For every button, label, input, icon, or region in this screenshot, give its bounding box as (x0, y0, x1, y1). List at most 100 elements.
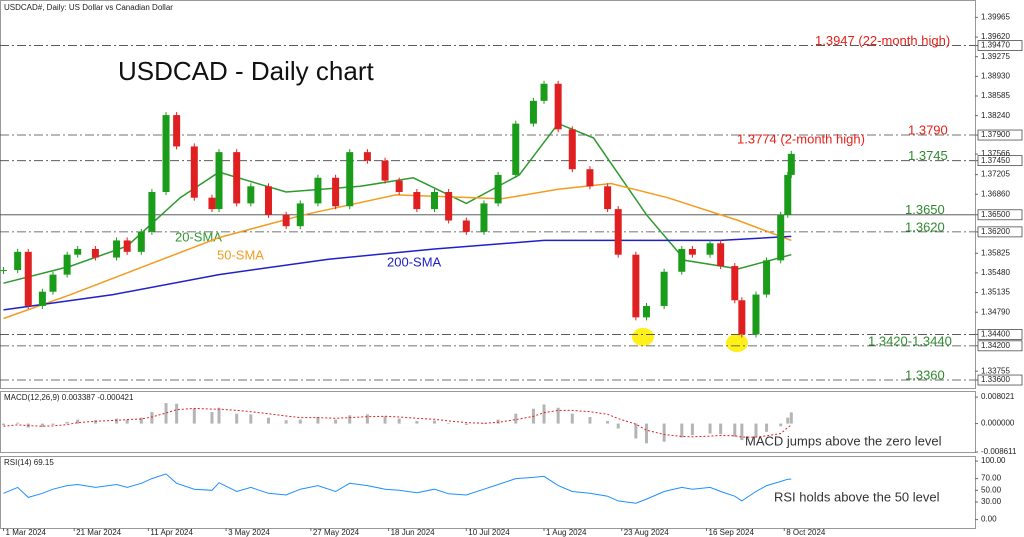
candle (717, 243, 725, 267)
level-annotation: 1.3420-1.3440 (868, 333, 952, 348)
macd-bar (680, 423, 684, 438)
macd-title: MACD(12,26,9) 0.003387 -0.000421 (4, 393, 134, 402)
macd-bar (616, 423, 620, 429)
candle (314, 177, 322, 204)
level-label-box (977, 329, 1023, 340)
macd-bar (217, 407, 221, 424)
candle (784, 174, 792, 215)
macd-bar (2, 423, 6, 426)
level-label-box (977, 340, 1023, 352)
macd-bar (316, 416, 320, 424)
macd-bar (192, 408, 196, 424)
sma-label: 50-SMA (217, 247, 264, 262)
candle (752, 294, 760, 335)
macd-bar (433, 420, 437, 424)
macd-bar (779, 423, 783, 427)
candle (586, 169, 594, 187)
macd-bar (634, 423, 638, 439)
macd-bar (115, 418, 119, 424)
candle (614, 209, 622, 255)
y-tick-label: 1.36200 (981, 227, 1010, 236)
macd-bar (397, 418, 401, 424)
candle (113, 240, 121, 258)
y-tick-label: 1.37566 (981, 149, 1010, 158)
macd-bar (365, 414, 369, 424)
level-annotation: 1.3650 (905, 202, 945, 217)
candle (604, 186, 612, 210)
candle (49, 274, 57, 292)
macd-bar (298, 419, 302, 424)
x-tick-label: 16 Sep 2024 (709, 528, 755, 537)
candle (162, 115, 170, 193)
y-tick-label: 0.008021 (981, 392, 1015, 401)
y-tick-label: 1.34200 (981, 341, 1010, 350)
macd-bar (164, 403, 168, 424)
candle (395, 180, 403, 193)
candle (777, 214, 785, 261)
candle (190, 146, 198, 198)
macd-bar (415, 420, 419, 424)
y-tick-label: 1.38585 (981, 91, 1010, 100)
chart-title: USDCAD - Daily chart (118, 56, 374, 86)
candle (233, 152, 241, 204)
candle (540, 83, 548, 101)
macd-bar (348, 415, 352, 424)
candle (247, 186, 255, 204)
support-highlight (632, 328, 654, 346)
macd-bar (690, 423, 694, 436)
candle (787, 153, 795, 175)
candle (63, 254, 71, 275)
y-tick-label: 1.35480 (981, 268, 1010, 277)
level-annotation: 1.3620 (905, 219, 945, 234)
candle (173, 115, 181, 147)
y-tick-label: 1.39965 (981, 12, 1010, 21)
candle (296, 203, 304, 227)
y-tick-label: 1.39275 (981, 52, 1010, 61)
x-tick-label: 1 Aug 2024 (546, 528, 587, 537)
x-tick-label: 1 Mar 2024 (6, 528, 47, 537)
candle (462, 220, 470, 232)
candle (332, 177, 340, 207)
candle (445, 192, 453, 221)
candle (738, 300, 746, 335)
y-tick-label: 1.33600 (981, 375, 1010, 384)
candle (763, 260, 771, 295)
support-highlight (726, 334, 748, 352)
candle (208, 197, 216, 210)
candle (381, 160, 389, 181)
macd-bar (284, 420, 288, 424)
candle (38, 291, 46, 306)
macd-bar (556, 407, 560, 424)
candle (529, 100, 537, 124)
candle (24, 251, 32, 306)
candle (568, 129, 576, 170)
macd-bar (514, 413, 518, 424)
macd-bar (708, 423, 712, 434)
macd-annotation: MACD jumps above the zero level (745, 433, 942, 448)
level-label-box (977, 40, 1023, 51)
macd-bar (765, 423, 769, 432)
macd-bar (125, 419, 129, 424)
level-label-box (977, 374, 1023, 386)
macd-bar (733, 423, 737, 437)
y-tick-label: 0.000000 (981, 419, 1015, 428)
macd-bar (65, 421, 69, 424)
candle (494, 174, 502, 204)
y-tick-label: 1.38930 (981, 71, 1010, 80)
y-tick-label: 1.33755 (981, 366, 1010, 375)
rsi-panel (0, 456, 976, 529)
level-label-box (977, 129, 1023, 141)
level-annotation: 1.3745 (908, 148, 948, 163)
candle (264, 186, 272, 215)
level-annotation: 1.3360 (905, 367, 945, 382)
macd-bar (175, 403, 179, 424)
level-annotation: 1.3774 (2-month high) (737, 132, 865, 147)
macd-panel (0, 391, 976, 453)
macd-bar (139, 417, 143, 424)
y-tick-label: 100.00 (981, 456, 1006, 465)
candle (632, 254, 640, 318)
sma-label: 20-SMA (175, 229, 222, 244)
macd-bar (266, 417, 270, 424)
